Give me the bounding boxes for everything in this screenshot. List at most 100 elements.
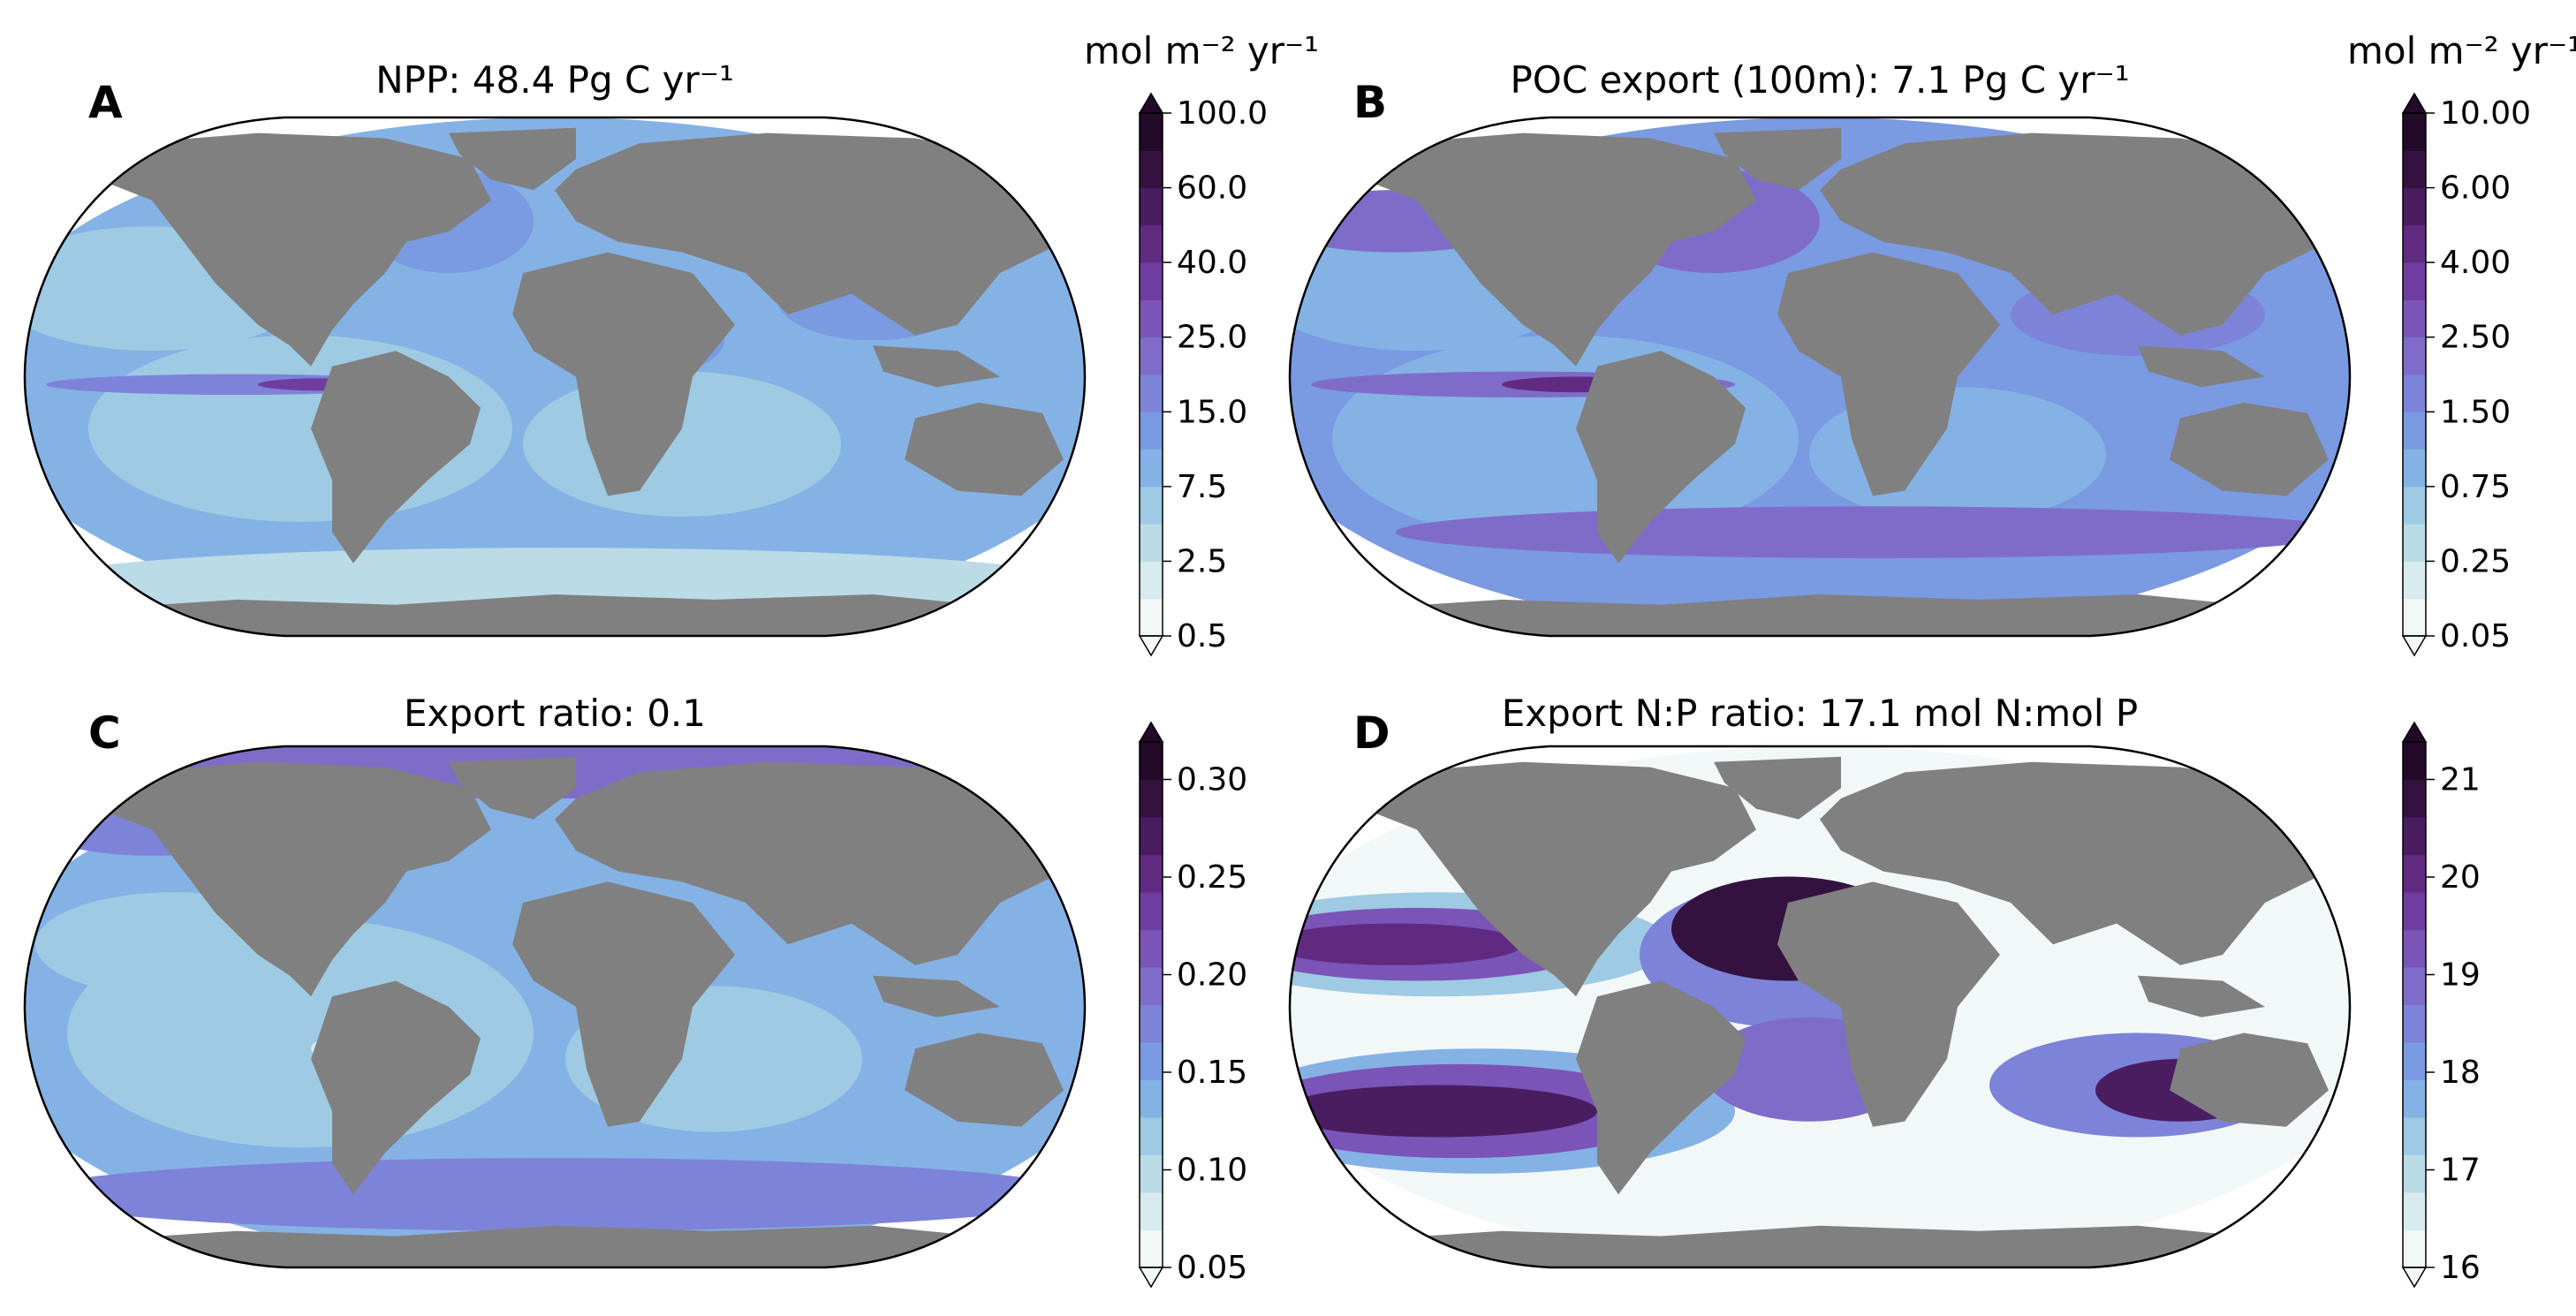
colorbar-level-A-12	[1140, 150, 1163, 189]
colorbar-A: 100.0 60.0 40.0 25.0 15.0 7.5 2.5 0.5 mol m⁻² yr…	[1084, 29, 1319, 657]
colorbar-level-B-0	[2403, 598, 2426, 637]
colorbar-tick-label-D-5: 16	[2440, 1250, 2481, 1286]
colorbar-extend-min-B	[2401, 635, 2428, 657]
colorbar-tick-label-C-0: 0.30	[1177, 762, 1247, 798]
colorbar-level-D-9	[2403, 892, 2426, 930]
land-antarctica-D	[1343, 1225, 2297, 1267]
land-indonesia-B	[2138, 345, 2265, 388]
ocean-field-B-8	[1396, 506, 2350, 558]
colorbar-tick-label-B-7: 0.05	[2440, 618, 2511, 654]
land-africa-D	[1777, 881, 2000, 1127]
land-southAmerica-A	[311, 351, 481, 563]
land-antarctica-B	[1343, 594, 2297, 636]
colorbar-level-C-9	[1140, 892, 1163, 930]
panel-label-D: D	[1353, 707, 1390, 759]
colorbar-tick-label-C-1: 0.25	[1177, 859, 1247, 896]
ocean-field-C-6	[25, 1158, 1085, 1231]
colorbar-unit-A: mol m⁻² yr⁻¹	[1084, 29, 1319, 72]
colorbar-tick-label-C-4: 0.10	[1177, 1153, 1247, 1189]
panel-title-A: NPP: 48.4 Pg C yr⁻¹	[375, 58, 734, 102]
colorbar-tick-label-A-2: 40.0	[1177, 245, 1247, 281]
land-eurasia-D	[1820, 761, 2350, 965]
land-eurasia-B	[1820, 132, 2350, 336]
colorbar-level-A-10	[1140, 224, 1163, 263]
colorbar-level-C-1	[1140, 1192, 1163, 1230]
colorbar-tick-label-D-1: 20	[2440, 859, 2481, 896]
colorbar-level-B-1	[2403, 561, 2426, 600]
land-northAmerica-D	[1364, 761, 1756, 997]
panel-D: D Export N:P ratio: 17.1 mol N:mol P 21 20 1…	[1288, 692, 2481, 1289]
land-indonesia-A	[873, 345, 1000, 388]
colorbar-level-D-2	[2403, 1154, 2426, 1193]
colorbar-level-C-13	[1140, 742, 1163, 780]
colorbar-tick-label-A-3: 25.0	[1177, 320, 1247, 356]
panel-label-B: B	[1353, 77, 1387, 128]
land-southAmerica-D	[1576, 980, 1746, 1195]
colorbar-level-C-3	[1140, 1117, 1163, 1155]
land-indonesia-D	[2138, 975, 2265, 1017]
colorbar-level-C-0	[1140, 1229, 1163, 1268]
colorbar-level-A-2	[1140, 524, 1163, 562]
panel-title-D: Export N:P ratio: 17.1 mol N:mol P	[1502, 692, 2138, 735]
colorbar-level-B-9	[2403, 262, 2426, 300]
colorbar-tick-label-B-6: 0.25	[2440, 543, 2511, 579]
colorbar-tick-label-B-4: 1.50	[2440, 394, 2511, 430]
colorbar-level-D-1	[2403, 1192, 2426, 1230]
colorbar-level-C-4	[1140, 1079, 1163, 1118]
land-australia-D	[2170, 1032, 2329, 1127]
colorbar-level-D-6	[2403, 1004, 2426, 1043]
panel-B: B POC export (100m): 7.1 Pg C yr⁻¹ 10.00 6.…	[1288, 29, 2576, 657]
land-australia-B	[2170, 402, 2329, 496]
land-australia-C	[905, 1032, 1064, 1127]
colorbar-unit-B: mol m⁻² yr⁻¹	[2347, 29, 2576, 72]
colorbar-extend-min-A	[1138, 635, 1164, 657]
colorbar-tick-label-A-0: 100.0	[1177, 95, 1268, 132]
colorbar-tick-label-A-6: 2.5	[1177, 543, 1227, 579]
colorbar-tick-label-A-5: 7.5	[1177, 469, 1227, 505]
colorbar-level-A-1	[1140, 561, 1163, 600]
panel-title-C: Export ratio: 0.1	[404, 692, 706, 735]
land-eurasia-A	[555, 132, 1085, 336]
colorbar-frame-B	[2402, 112, 2427, 637]
panel-A: A NPP: 48.4 Pg C yr⁻¹ 100.0 60.0 40.0 25.0 15.…	[23, 29, 1319, 657]
colorbar-level-A-6	[1140, 374, 1163, 412]
colorbar-tick-label-C-5: 0.05	[1177, 1250, 1247, 1286]
colorbar-level-D-7	[2403, 967, 2426, 1005]
colorbar-level-B-3	[2403, 486, 2426, 525]
land-eurasia-C	[555, 761, 1085, 965]
colorbar-level-D-10	[2403, 854, 2426, 893]
map-D	[1290, 746, 2350, 1267]
land-greenland-B	[1714, 127, 1841, 191]
colorbar-tick-label-D-2: 19	[2440, 957, 2481, 994]
colorbar-level-C-5	[1140, 1042, 1163, 1080]
colorbar-level-D-4	[2403, 1079, 2426, 1118]
land-antarctica-C	[78, 1225, 1032, 1267]
colorbar-tick-label-B-3: 2.50	[2440, 320, 2511, 356]
colorbar-level-C-12	[1140, 779, 1163, 818]
colorbar-tick-label-D-3: 18	[2440, 1055, 2481, 1091]
colorbar-level-A-13	[1140, 113, 1163, 151]
land-northAmerica-C	[99, 761, 491, 997]
colorbar-extend-min-C	[1138, 1267, 1164, 1289]
land-greenland-A	[449, 127, 576, 191]
ocean-field-D-3	[1290, 923, 1523, 965]
colorbar-level-D-8	[2403, 929, 2426, 968]
colorbar-C: 0.30 0.25 0.20 0.15 0.10 0.05	[1138, 721, 1247, 1289]
colorbar-level-B-11	[2403, 187, 2426, 226]
colorbar-tick-label-C-3: 0.15	[1177, 1055, 1247, 1091]
colorbar-extend-max-A	[1138, 92, 1164, 114]
colorbar-level-B-6	[2403, 374, 2426, 412]
land-greenland-D	[1714, 756, 1841, 820]
colorbar-level-A-7	[1140, 337, 1163, 375]
colorbar-level-A-4	[1140, 449, 1163, 488]
colorbar-level-B-4	[2403, 449, 2426, 488]
colorbar-frame-D	[2402, 741, 2427, 1268]
colorbar-level-D-13	[2403, 742, 2426, 780]
colorbar-level-B-2	[2403, 524, 2426, 562]
panel-label-C: C	[88, 707, 121, 759]
colorbar-level-D-11	[2403, 817, 2426, 855]
map-A	[25, 117, 1085, 636]
colorbar-level-A-3	[1140, 486, 1163, 525]
colorbar-level-B-12	[2403, 150, 2426, 189]
